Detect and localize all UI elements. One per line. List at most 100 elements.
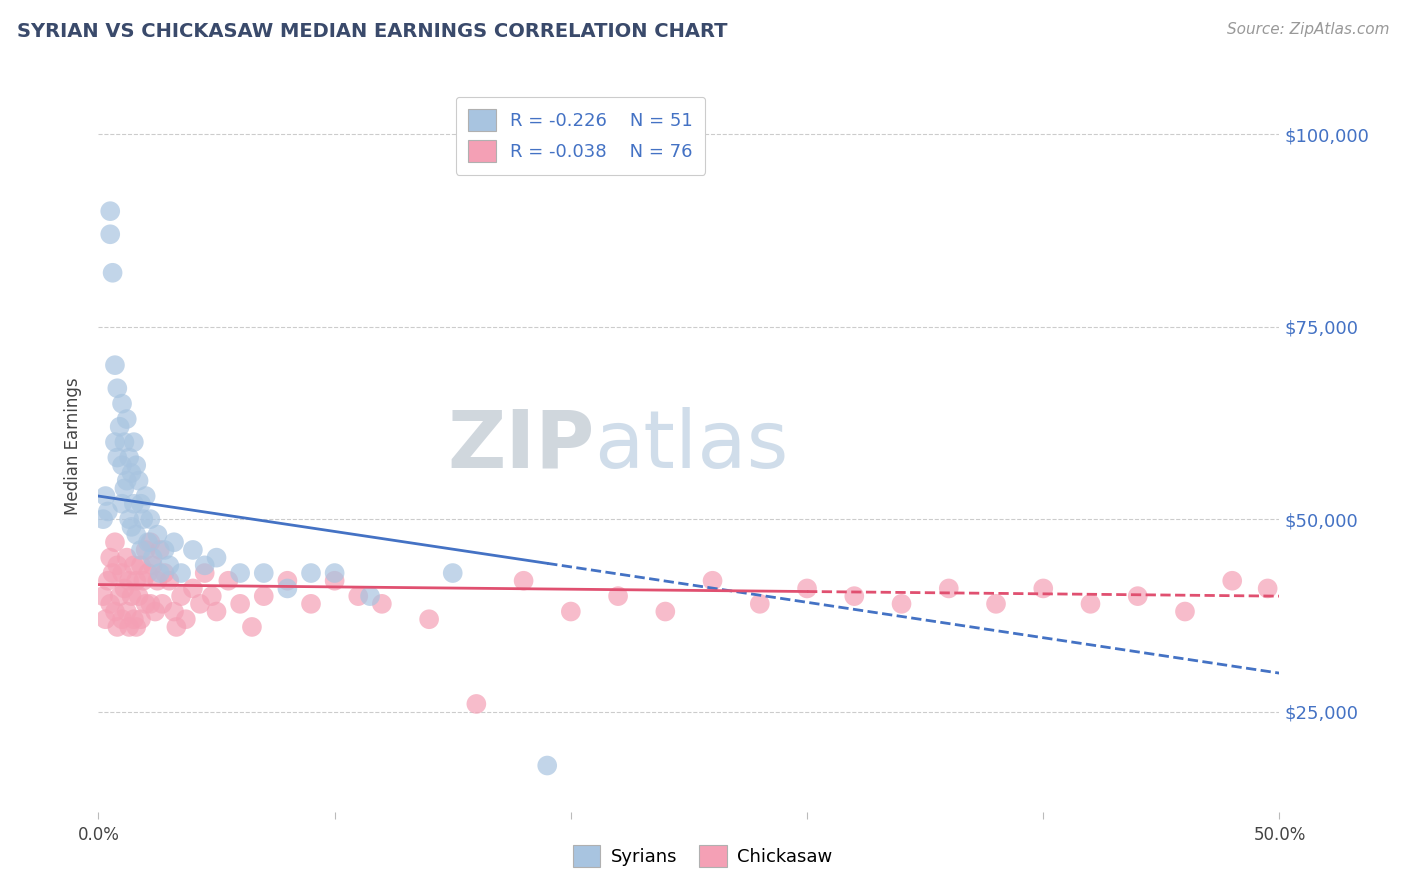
Point [194, 566, 217, 580]
Point [104, 535, 127, 549]
Point [796, 582, 818, 596]
Text: atlas: atlas [595, 407, 789, 485]
Point [112, 435, 135, 450]
Point [105, 381, 128, 395]
Point [136, 566, 159, 580]
Point [142, 558, 165, 573]
Point [98, 204, 121, 219]
Point [132, 512, 155, 526]
Point [890, 597, 912, 611]
Point [146, 574, 169, 588]
Point [125, 574, 148, 588]
Point [201, 589, 224, 603]
Point [128, 589, 150, 603]
Point [465, 697, 488, 711]
Point [157, 558, 180, 573]
Point [101, 566, 124, 580]
Point [125, 527, 148, 541]
Point [163, 605, 186, 619]
Point [139, 512, 162, 526]
Point [844, 589, 866, 603]
Point [105, 558, 128, 573]
Point [1174, 605, 1197, 619]
Point [371, 597, 394, 611]
Point [129, 543, 152, 558]
Point [153, 543, 176, 558]
Point [115, 550, 138, 565]
Point [115, 412, 138, 426]
Point [91, 589, 114, 603]
Point [105, 450, 128, 465]
Point [359, 589, 381, 603]
Point [984, 597, 1007, 611]
Point [276, 582, 298, 596]
Point [1080, 597, 1102, 611]
Point [118, 450, 141, 465]
Point [139, 597, 162, 611]
Point [125, 458, 148, 473]
Point [146, 527, 169, 541]
Point [129, 558, 152, 573]
Point [94, 612, 117, 626]
Point [94, 489, 117, 503]
Point [654, 605, 676, 619]
Point [149, 543, 172, 558]
Point [112, 481, 135, 495]
Point [512, 574, 534, 588]
Text: ZIP: ZIP [447, 407, 595, 485]
Point [105, 620, 128, 634]
Legend: Syrians, Chickasaw: Syrians, Chickasaw [567, 838, 839, 874]
Point [143, 605, 166, 619]
Point [253, 589, 276, 603]
Point [240, 620, 263, 634]
Point [111, 497, 134, 511]
Point [129, 497, 152, 511]
Point [560, 605, 582, 619]
Point [149, 566, 172, 580]
Point [441, 566, 464, 580]
Point [174, 612, 197, 626]
Point [165, 620, 187, 634]
Point [111, 566, 134, 580]
Point [139, 535, 162, 549]
Point [136, 535, 159, 549]
Point [91, 512, 114, 526]
Point [128, 474, 150, 488]
Point [104, 605, 127, 619]
Point [98, 550, 121, 565]
Point [112, 582, 135, 596]
Point [122, 558, 145, 573]
Point [163, 535, 186, 549]
Point [135, 543, 157, 558]
Point [122, 497, 145, 511]
Point [347, 589, 370, 603]
Point [205, 605, 228, 619]
Text: SYRIAN VS CHICKASAW MEDIAN EARNINGS CORRELATION CHART: SYRIAN VS CHICKASAW MEDIAN EARNINGS CORR… [17, 22, 727, 41]
Point [121, 520, 143, 534]
Point [111, 612, 134, 626]
Point [98, 227, 121, 242]
Point [188, 597, 211, 611]
Point [323, 566, 346, 580]
Point [104, 435, 127, 450]
Point [118, 574, 141, 588]
Point [170, 589, 193, 603]
Point [153, 566, 176, 580]
Point [98, 597, 121, 611]
Point [1257, 582, 1279, 596]
Point [101, 266, 124, 280]
Point [108, 589, 131, 603]
Point [217, 574, 239, 588]
Point [115, 474, 138, 488]
Point [122, 612, 145, 626]
Point [129, 612, 152, 626]
Y-axis label: Median Earnings: Median Earnings [65, 377, 83, 515]
Point [181, 582, 204, 596]
Legend: R = -0.226    N = 51, R = -0.038    N = 76: R = -0.226 N = 51, R = -0.038 N = 76 [456, 96, 706, 175]
Point [748, 597, 770, 611]
Point [142, 550, 165, 565]
Point [181, 543, 204, 558]
Point [132, 574, 155, 588]
Point [170, 566, 193, 580]
Point [229, 566, 252, 580]
